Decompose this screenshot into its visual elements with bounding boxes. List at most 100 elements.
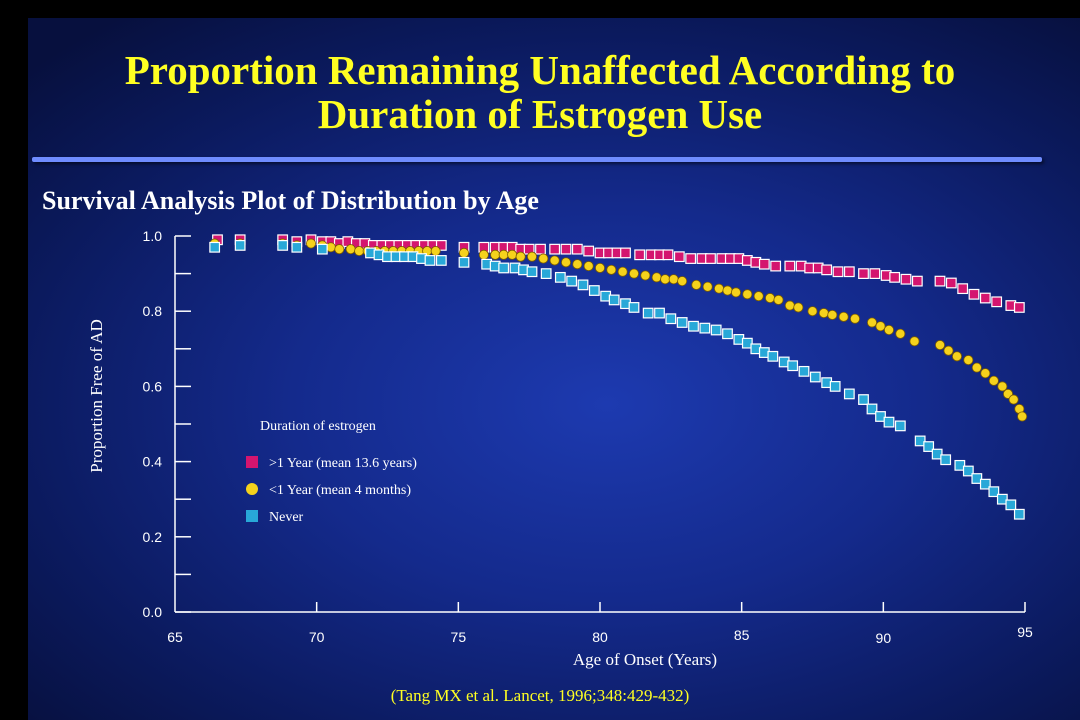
- data-point-square: [869, 268, 881, 279]
- data-point-circle: [640, 270, 651, 281]
- x-tick-label: 90: [876, 630, 892, 646]
- x-tick-label: 85: [734, 627, 750, 643]
- data-point-square: [832, 266, 844, 278]
- legend-marker-square: [246, 510, 258, 522]
- data-point-square: [979, 478, 991, 490]
- data-point-square: [996, 493, 1008, 505]
- data-point-square: [968, 288, 980, 300]
- data-point-circle: [478, 249, 489, 260]
- data-point-circle: [606, 264, 617, 275]
- data-point-circle: [850, 313, 861, 324]
- data-point-circle: [305, 238, 316, 249]
- slide-title: Proportion Remaining Unaffected Accordin…: [0, 48, 1080, 136]
- data-point-circle: [753, 291, 764, 302]
- data-point-square: [435, 255, 447, 266]
- data-point-square: [554, 271, 566, 283]
- citation: (Tang MX et al. Lancet, 1996;348:429-432…: [390, 686, 690, 705]
- data-point-circle: [722, 285, 733, 296]
- data-point-circle: [895, 328, 906, 339]
- chart-legend: Duration of estrogen >1 Year (mean 13.6 y…: [246, 419, 417, 525]
- data-point-square: [209, 241, 221, 253]
- data-point-circle: [1008, 394, 1019, 405]
- series-3: [209, 240, 1025, 520]
- data-point-circle: [354, 246, 365, 257]
- data-point-square: [277, 240, 289, 251]
- data-point-square: [911, 275, 923, 287]
- legend-marker-circle: [246, 483, 258, 495]
- data-point-square: [316, 243, 328, 255]
- data-point-square: [566, 275, 578, 287]
- data-point-square: [577, 279, 589, 291]
- data-point-square: [945, 277, 957, 289]
- data-point-square: [699, 322, 711, 334]
- data-point-circle: [572, 259, 583, 270]
- data-point-circle: [583, 261, 594, 272]
- data-point-square: [628, 302, 640, 313]
- data-point-square: [710, 324, 722, 336]
- data-point-square: [665, 313, 677, 325]
- data-point-circle: [714, 283, 725, 294]
- data-point-square: [676, 317, 688, 328]
- data-point-square: [843, 266, 855, 278]
- data-point-square: [954, 459, 966, 471]
- data-point-square: [1005, 499, 1017, 511]
- data-point-square: [1013, 302, 1025, 313]
- x-tick-label: 80: [592, 629, 608, 645]
- data-point-square: [809, 371, 821, 383]
- slide-background: [28, 18, 1080, 720]
- data-point-square: [458, 256, 470, 268]
- y-tick-label: 0.4: [143, 454, 163, 470]
- data-point-circle: [334, 244, 345, 255]
- data-point-square: [583, 245, 595, 257]
- data-point-circle: [765, 293, 776, 304]
- data-point-circle: [980, 368, 991, 379]
- data-point-square: [435, 240, 447, 251]
- data-point-square: [722, 328, 733, 340]
- data-point-square: [798, 365, 810, 377]
- data-point-circle: [943, 345, 954, 356]
- data-point-square: [1013, 508, 1025, 520]
- data-point-square: [549, 243, 561, 255]
- data-point-square: [634, 249, 646, 261]
- data-point-square: [829, 381, 841, 392]
- data-point-square: [988, 486, 1000, 498]
- data-point-circle: [793, 302, 804, 313]
- data-point-square: [923, 441, 935, 452]
- legend-entry-1: >1 Year (mean 13.6 years): [269, 456, 417, 471]
- data-point-circle: [909, 336, 920, 347]
- data-point-square: [642, 307, 654, 319]
- data-point-circle: [668, 274, 679, 285]
- data-point-circle: [884, 324, 895, 335]
- data-point-square: [705, 253, 716, 264]
- data-point-circle: [498, 249, 509, 260]
- data-point-square: [767, 350, 779, 362]
- legend-entry-3: Never: [269, 510, 304, 525]
- data-point-square: [821, 264, 833, 276]
- data-point-circle: [677, 276, 688, 287]
- data-point-square: [914, 435, 926, 447]
- data-point-circle: [629, 268, 640, 279]
- data-point-circle: [595, 262, 606, 273]
- data-point-circle: [345, 244, 356, 255]
- data-point-circle: [458, 247, 469, 258]
- data-point-square: [620, 247, 631, 259]
- data-point-square: [770, 260, 782, 272]
- data-point-square: [940, 454, 952, 466]
- data-point-circle: [702, 281, 713, 292]
- data-point-square: [741, 337, 753, 349]
- x-tick-label: 65: [167, 629, 183, 645]
- data-point-circle: [538, 253, 549, 264]
- data-point-square: [291, 241, 303, 253]
- data-point-square: [654, 307, 665, 319]
- data-point-circle: [617, 266, 628, 277]
- data-point-circle: [827, 309, 838, 320]
- title-underline: [32, 157, 1042, 162]
- data-point-square: [971, 473, 983, 484]
- title-line-1: Proportion Remaining Unaffected Accordin…: [124, 47, 956, 93]
- data-point-circle: [838, 311, 849, 322]
- data-point-square: [560, 243, 572, 255]
- data-point-square: [685, 253, 697, 264]
- data-point-circle: [549, 255, 560, 266]
- data-point-circle: [988, 375, 999, 386]
